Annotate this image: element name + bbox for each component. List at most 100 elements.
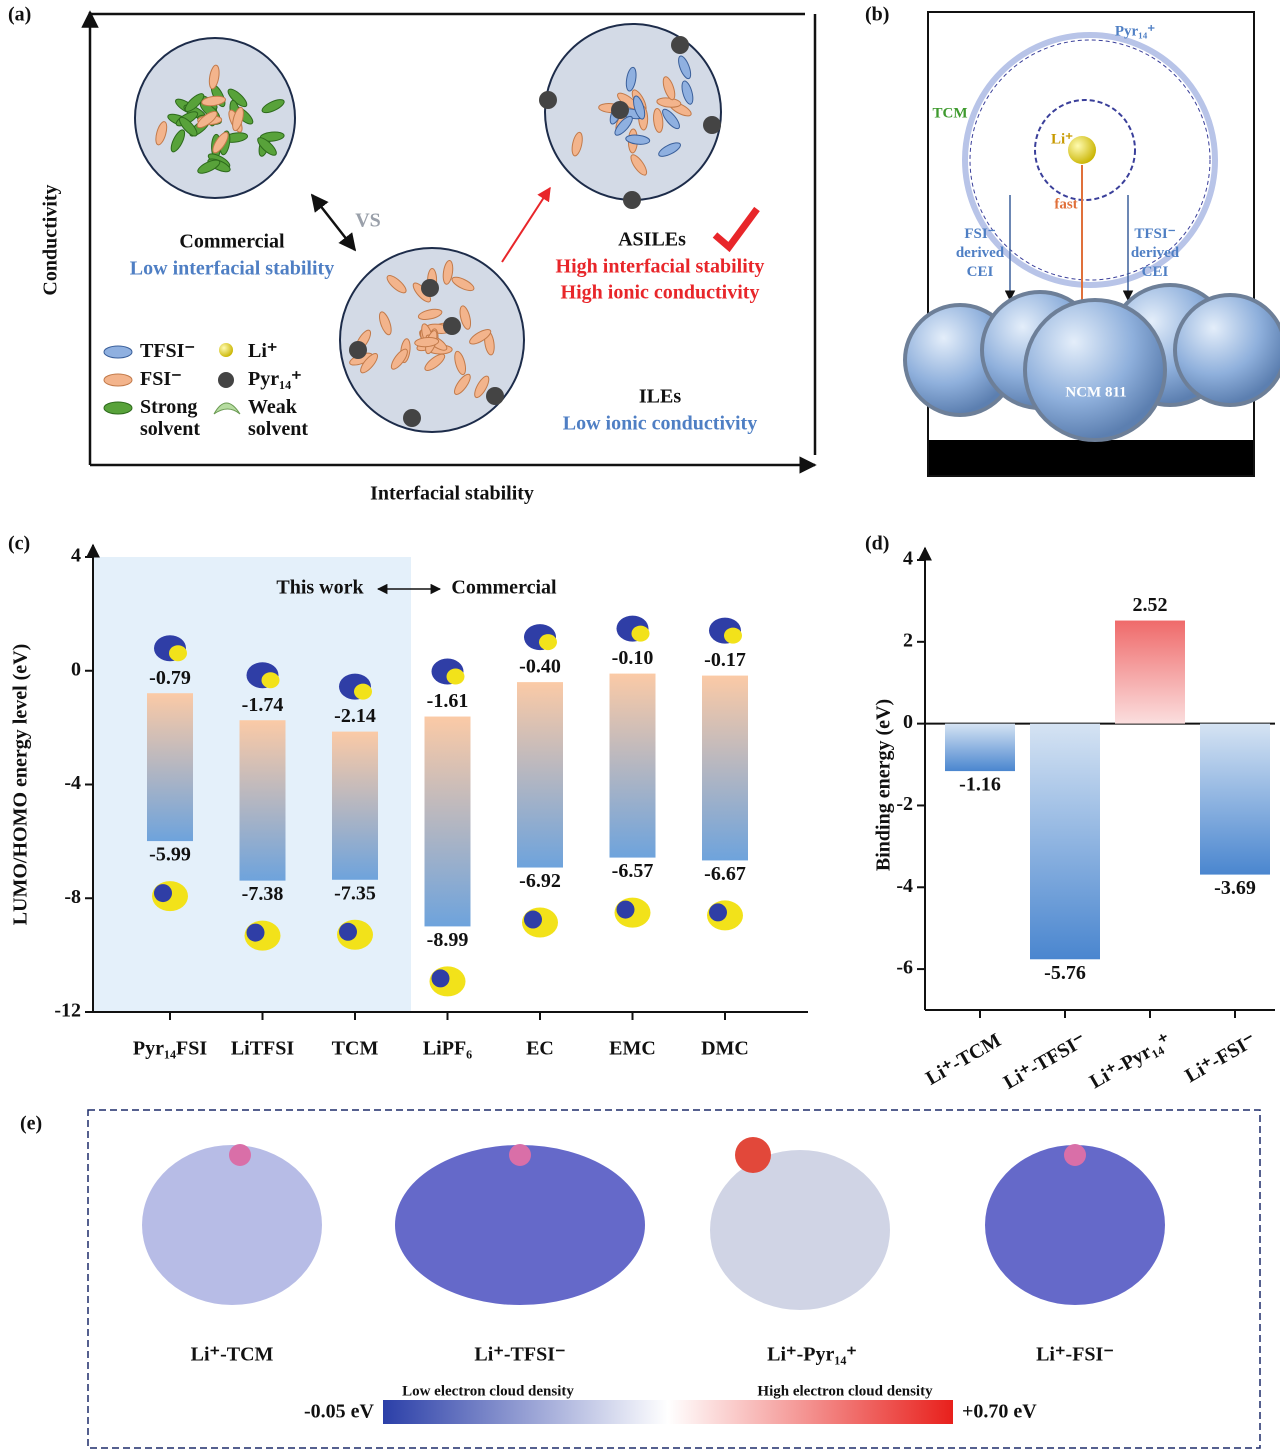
value-label: -7.38 xyxy=(242,883,284,905)
legend-label: Weak solvent xyxy=(248,396,308,440)
molecule xyxy=(417,308,443,321)
bar xyxy=(945,723,1015,772)
panel-label: (d) xyxy=(865,533,889,555)
y-tick-label: -8 xyxy=(64,886,81,908)
x-label: Interfacial stability xyxy=(370,483,534,505)
check-mark xyxy=(712,206,760,253)
molecule xyxy=(386,275,407,294)
label: Low interfacial stability xyxy=(130,258,334,280)
value-label: -0.40 xyxy=(519,656,561,678)
potential-surface xyxy=(710,1150,890,1310)
li-atom xyxy=(509,1144,531,1166)
y-tick-label: 2 xyxy=(903,629,913,651)
bar xyxy=(517,682,563,868)
orbital xyxy=(724,627,742,644)
orbital xyxy=(446,668,465,685)
bar xyxy=(1200,723,1270,875)
molecule xyxy=(261,99,285,114)
molecule xyxy=(208,64,220,90)
y-tick-label: -4 xyxy=(896,875,913,897)
value-label: -3.69 xyxy=(1214,877,1256,899)
y-tick-label: 4 xyxy=(71,545,81,567)
molecule xyxy=(459,305,472,330)
orbital xyxy=(616,900,635,919)
li-ion xyxy=(1068,136,1096,164)
orbital xyxy=(154,884,172,903)
cation-icon xyxy=(671,36,689,54)
panel-label: (a) xyxy=(8,4,31,26)
li-atom xyxy=(735,1137,771,1173)
potential-surface xyxy=(395,1145,645,1305)
y-tick-label: -2 xyxy=(896,793,913,815)
molecule xyxy=(414,337,440,348)
potential-surface xyxy=(985,1145,1165,1305)
x-tick-label: Pyr₁₄FSI xyxy=(133,1038,207,1060)
cation-icon xyxy=(611,101,629,119)
orbital xyxy=(169,645,187,662)
molecule xyxy=(442,259,454,285)
cation-icon xyxy=(349,341,367,359)
legend-icon xyxy=(103,373,133,387)
x-tick-label: TCM xyxy=(332,1038,379,1060)
label: Pyr₁₄⁺ xyxy=(1115,23,1155,39)
panel-b: Pyr₁₄⁺ TCM Li⁺ fast FSI⁻ derived CEI TFSI⁻… xyxy=(903,11,1280,477)
panel-a: Conductivity Interfacial stability VS Co… xyxy=(40,10,817,505)
cation-icon xyxy=(703,116,721,134)
particle xyxy=(1173,293,1280,407)
bar xyxy=(1115,620,1185,724)
solvation-shell xyxy=(962,32,1218,288)
frame xyxy=(87,1109,1261,1449)
cation-icon xyxy=(486,387,504,405)
value-label: -7.35 xyxy=(334,882,376,904)
value-label: -1.61 xyxy=(427,690,469,712)
panel-label: (c) xyxy=(8,533,30,555)
value-label: -0.17 xyxy=(704,649,746,671)
molecule xyxy=(155,121,168,146)
panel-e: Low electron cloud density High electron… xyxy=(87,1109,1261,1449)
legend-line: Li⁺ xyxy=(248,340,277,362)
bar xyxy=(147,693,193,842)
orbital xyxy=(246,923,265,942)
x-tick-label: Li⁺-TFSI⁻ xyxy=(1000,1029,1090,1094)
li-atom xyxy=(1064,1144,1086,1166)
x-tick-label: LiTFSI xyxy=(231,1038,295,1060)
y-label: Conductivity xyxy=(40,184,62,295)
bar xyxy=(702,675,748,861)
y-tick-label: 0 xyxy=(71,658,81,680)
y-tick-label: -6 xyxy=(896,957,913,979)
label: High interfacial stability xyxy=(556,256,765,278)
legend-icon xyxy=(213,402,241,415)
value-label: -1.74 xyxy=(242,694,284,716)
legend-label: TFSI⁻ xyxy=(140,340,195,362)
x-tick-label: Li⁺-FSI⁻ xyxy=(1181,1029,1259,1087)
orbital xyxy=(261,672,280,689)
label: Commercial xyxy=(179,231,285,253)
molecule-label: Li⁺-TCM xyxy=(191,1344,274,1366)
cation-icon xyxy=(623,191,641,209)
value-label: -5.76 xyxy=(1044,962,1086,984)
x-tick-label: EMC xyxy=(609,1038,656,1060)
molecule xyxy=(474,375,490,399)
molecule xyxy=(232,106,244,132)
y-tick-label: -12 xyxy=(54,1000,81,1022)
annotation: Commercial xyxy=(451,577,557,599)
molecule xyxy=(653,108,664,133)
label: NCM 811 xyxy=(1065,384,1126,400)
molecule xyxy=(571,131,583,157)
legend xyxy=(103,343,241,415)
molecule xyxy=(360,353,379,374)
vs-label: VS xyxy=(355,210,381,232)
molecule xyxy=(453,373,471,395)
legend-line: solvent xyxy=(140,418,200,440)
background xyxy=(929,440,1253,475)
annotation: This work xyxy=(276,577,364,599)
molecule xyxy=(681,80,694,105)
value-label: -5.99 xyxy=(149,844,191,866)
arrow xyxy=(310,193,357,252)
legend-line: Strong xyxy=(140,396,197,418)
orbital xyxy=(354,683,372,700)
legend-icon xyxy=(218,372,234,388)
molecule xyxy=(625,134,651,145)
orbital xyxy=(539,634,557,651)
orbital xyxy=(524,910,542,929)
